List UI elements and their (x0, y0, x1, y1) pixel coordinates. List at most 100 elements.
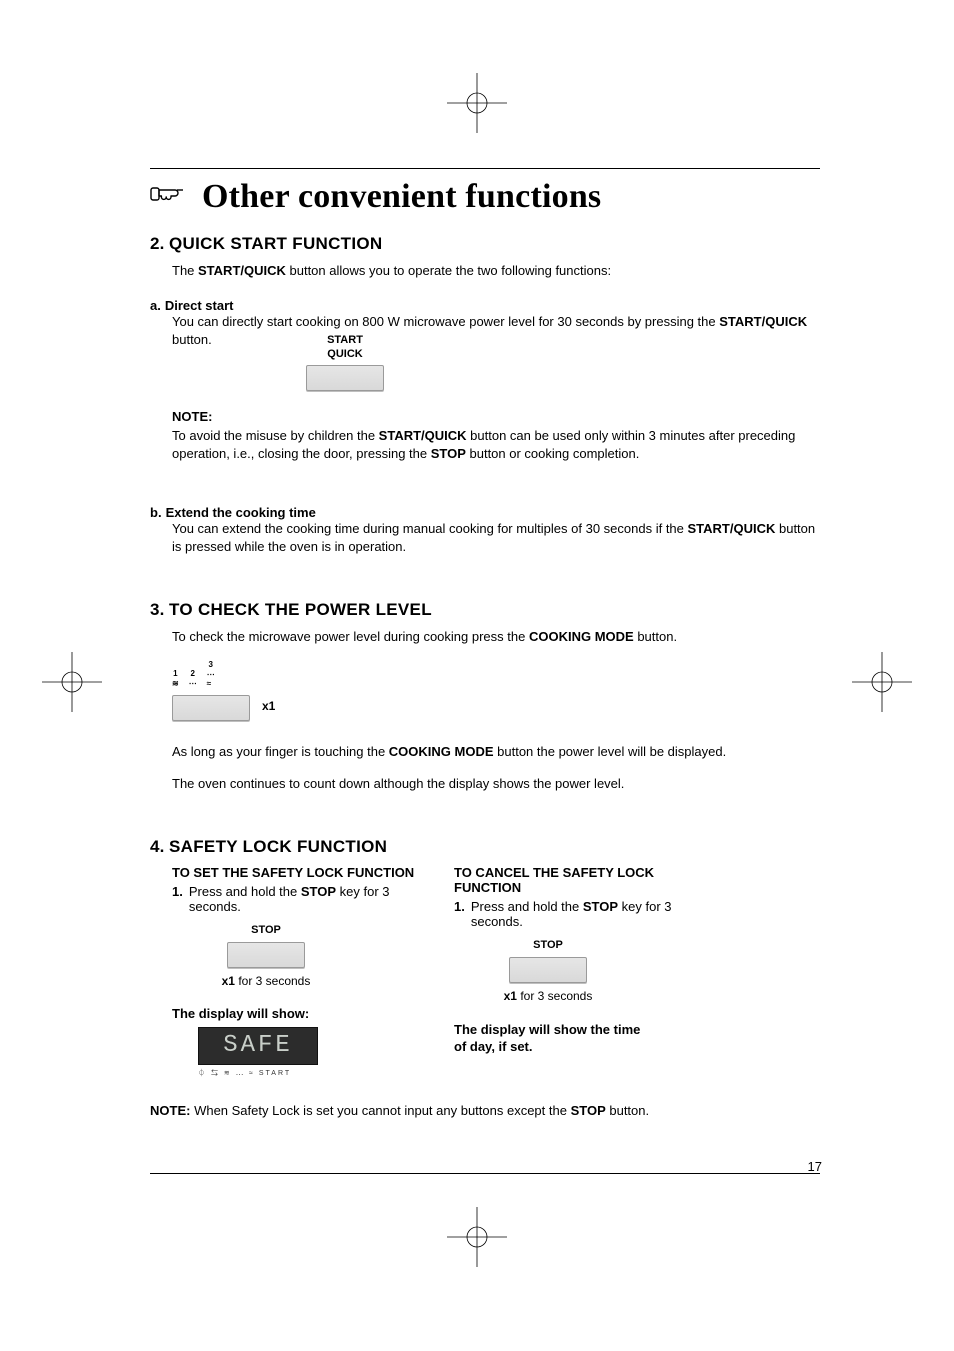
set-step: 1. Press and hold the STOP key for 3 sec… (172, 884, 442, 914)
s3-pre: To check the microwave power level durin… (172, 629, 529, 644)
btn-label-quick: QUICK (327, 348, 362, 362)
fn-post: button. (606, 1103, 649, 1118)
sub-direct-start: a. Direct start You can directly start c… (150, 298, 820, 391)
sub-extend: b. Extend the cooking time You can exten… (150, 505, 820, 556)
pointing-hand-icon (150, 178, 186, 216)
fn-pre: When Safety Lock is set you cannot input… (190, 1103, 570, 1118)
note-head: NOTE: (172, 409, 820, 424)
intro-post: button allows you to operate the two fol… (286, 263, 611, 278)
a-post: button. (172, 332, 212, 347)
s3-intro: To check the microwave power level durin… (172, 628, 820, 646)
note-b1: START/QUICK (379, 428, 467, 443)
mode-num-3: 3 (208, 660, 212, 669)
s3-line3: The oven continues to count down althoug… (172, 775, 820, 793)
press-count: x1 (262, 699, 275, 713)
cancel-step: 1. Press and hold the STOP key for 3 sec… (454, 899, 724, 929)
sub-b-text: You can extend the cooking time during m… (172, 520, 820, 556)
sub-head-a: Direct start (165, 298, 234, 313)
lcd-display: SAFE (198, 1027, 318, 1065)
b-pre: You can extend the cooking time during m… (172, 521, 688, 536)
button-shape (306, 365, 384, 391)
cropmark-right (846, 652, 918, 712)
stop-button-diagram: STOP x1 for 3 seconds (206, 924, 326, 988)
mode-1: 1 ≋ (172, 669, 179, 688)
sub-a-text: You can directly start cooking on 800 W … (172, 313, 820, 349)
cancel-disp-text: The display will show the time of day, i… (454, 1021, 654, 1056)
cancel-pre: Press and hold the (471, 899, 583, 914)
page: Other convenient functions 2. QUICK STAR… (0, 0, 954, 1351)
cancel-step-num: 1. (454, 899, 465, 929)
section-num: 4. (150, 837, 165, 856)
section-quick-start: 2. QUICK START FUNCTION The START/QUICK … (150, 234, 820, 556)
intro-pre: The (172, 263, 198, 278)
s3-line2: As long as your finger is touching the C… (172, 743, 820, 761)
stop-caption: x1 for 3 seconds (504, 989, 593, 1003)
stop-button-diagram: STOP x1 for 3 seconds (488, 939, 608, 1003)
set-head: TO SET THE SAFETY LOCK FUNCTION (172, 865, 442, 880)
note-pre: To avoid the misuse by children the (172, 428, 379, 443)
mode-num-1: 1 (173, 669, 177, 678)
fn-b: NOTE: (150, 1103, 190, 1118)
section-safety-lock: 4. SAFETY LOCK FUNCTION TO SET THE SAFET… (150, 837, 820, 1120)
mode-3: 3 ⋯≈ (207, 660, 215, 688)
note-block: NOTE: To avoid the misuse by children th… (172, 409, 820, 463)
cropmark-left (36, 652, 108, 712)
btn-label-stop: STOP (533, 939, 563, 953)
btn-label-stop: STOP (251, 924, 281, 938)
lcd-icons: ⏀ ⇆ ≋ ⋯ ≈ START (198, 1068, 442, 1078)
s3-bold: COOKING MODE (529, 629, 634, 644)
sub-head-b: Extend the cooking time (166, 505, 316, 520)
top-rule (150, 168, 820, 169)
grill-icon: ⋯ (189, 679, 197, 688)
combi-icon: ⋯≈ (207, 670, 215, 688)
cropmark-bottom (441, 1207, 513, 1267)
waves-icon: ≋ (172, 679, 179, 688)
col-cancel-lock: TO CANCEL THE SAFETY LOCK FUNCTION 1. Pr… (454, 865, 724, 1078)
lcd-text: SAFE (223, 1032, 293, 1059)
b-bold: START/QUICK (688, 521, 776, 536)
section-title: SAFETY LOCK FUNCTION (169, 837, 387, 856)
note-text: To avoid the misuse by children the STAR… (172, 427, 820, 463)
stop-cap: for 3 seconds (517, 989, 592, 1003)
section-title: QUICK START FUNCTION (169, 234, 382, 253)
a-pre: You can directly start cooking on 800 W … (172, 314, 719, 329)
note-b2: STOP (431, 446, 466, 461)
mode-num-2: 2 (190, 669, 194, 678)
set-pre: Press and hold the (189, 884, 301, 899)
cancel-head: TO CANCEL THE SAFETY LOCK FUNCTION (454, 865, 724, 895)
s3-post: button. (634, 629, 677, 644)
section-intro: The START/QUICK button allows you to ope… (172, 262, 820, 280)
section-title: TO CHECK THE POWER LEVEL (169, 600, 432, 619)
section-num: 2. (150, 234, 165, 253)
set-bold: STOP (301, 884, 336, 899)
page-title-text: Other convenient functions (202, 178, 601, 216)
stop-cap-b: x1 (222, 974, 235, 988)
button-shape (172, 695, 250, 721)
section-num: 3. (150, 600, 165, 619)
set-step-num: 1. (172, 884, 183, 914)
s3l2-pre: As long as your finger is touching the (172, 744, 389, 759)
s4-footnote: NOTE: When Safety Lock is set you cannot… (150, 1102, 820, 1120)
sub-label-b: b. (150, 505, 162, 520)
set-disp-text: The display will show: (172, 1006, 442, 1021)
cooking-mode-diagram: 1 ≋ 2 ⋯ 3 ⋯≈ x1 (172, 660, 820, 721)
cancel-bold: STOP (583, 899, 618, 914)
col-set-lock: TO SET THE SAFETY LOCK FUNCTION 1. Press… (172, 865, 442, 1078)
sub-label-a: a. (150, 298, 161, 313)
intro-bold: START/QUICK (198, 263, 286, 278)
content-area: Other convenient functions 2. QUICK STAR… (150, 178, 820, 1148)
button-shape (227, 942, 305, 968)
section-power-level: 3. TO CHECK THE POWER LEVEL To check the… (150, 600, 820, 793)
stop-cap: for 3 seconds (235, 974, 310, 988)
a-bold: START/QUICK (719, 314, 807, 329)
button-shape (509, 957, 587, 983)
cropmark-top (441, 73, 513, 133)
s3l2-post: button the power level will be displayed… (494, 744, 727, 759)
btn-label-start: START (327, 334, 363, 348)
s3l2-bold: COOKING MODE (389, 744, 494, 759)
fn-bold: STOP (571, 1103, 606, 1118)
bottom-rule (150, 1173, 820, 1174)
stop-cap-b: x1 (504, 989, 517, 1003)
page-number: 17 (808, 1159, 822, 1174)
stop-caption: x1 for 3 seconds (222, 974, 311, 988)
